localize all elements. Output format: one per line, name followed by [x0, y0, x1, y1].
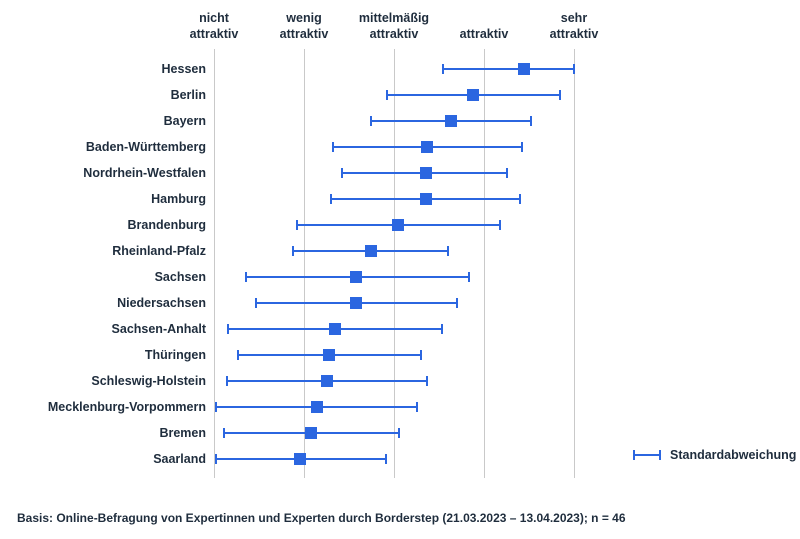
mean-marker — [419, 193, 432, 205]
errorbar-cap-right — [529, 116, 532, 126]
x-tick-label: wenig attraktiv — [279, 11, 329, 41]
mean-marker — [328, 323, 341, 335]
category-label: Baden-Württemberg — [85, 140, 206, 154]
errorbar-cap-right — [519, 194, 521, 204]
errorbar-cap-left — [331, 142, 334, 152]
errorbar-cap-right — [447, 246, 449, 256]
errorbar-cap-right — [397, 428, 400, 438]
gridline — [483, 49, 485, 478]
category-label: Hessen — [161, 62, 206, 76]
mean-marker — [419, 167, 432, 179]
category-label: Brandenburg — [127, 218, 206, 232]
errorbar-cap-left — [385, 90, 388, 100]
errorbar-cap-left — [226, 324, 229, 334]
x-tick-label: sehr attraktiv — [549, 11, 599, 41]
category-label: Bayern — [163, 114, 206, 128]
category-label: Mecklenburg-Vorpommern — [47, 400, 206, 414]
mean-marker — [364, 245, 377, 257]
gridline — [393, 49, 395, 478]
errorbar-cap-left — [369, 116, 372, 126]
errorbar-cap-right — [420, 350, 422, 360]
mean-marker — [391, 219, 404, 231]
category-label: Niedersachsen — [117, 296, 206, 310]
errorbar-cap-right — [384, 454, 387, 464]
mean-marker — [320, 375, 333, 387]
errorbar-cap-left — [330, 194, 332, 204]
errorbar-cap-right — [415, 402, 418, 412]
errorbar-cap-right — [456, 298, 458, 308]
errorbar-cap-right — [499, 220, 502, 230]
errorbar-cap-left — [222, 428, 225, 438]
mean-marker — [517, 63, 530, 75]
category-label: Saarland — [153, 452, 206, 466]
errorbar-cap-right — [520, 142, 523, 152]
mean-marker — [350, 271, 363, 283]
category-label: Hamburg — [151, 192, 206, 206]
category-label: Nordrhein-Westfalen — [83, 166, 206, 180]
errorbar-cap-left — [340, 168, 343, 178]
errorbar-cap-left — [255, 298, 258, 308]
mean-marker — [467, 89, 480, 101]
errorbar-cap-right — [506, 168, 509, 178]
category-label: Sachsen — [154, 270, 206, 284]
errorbar-cap-right — [573, 64, 575, 74]
x-tick-label: attraktiv — [459, 27, 509, 41]
errorbar-cap-right — [440, 324, 443, 334]
errorbar-cap-left — [214, 402, 217, 412]
errorbar-cap-left — [244, 272, 247, 282]
gridline — [573, 49, 575, 478]
mean-marker — [310, 401, 323, 413]
errorbar-cap-left — [237, 350, 240, 360]
x-tick-label: mittelmäßig attraktiv — [358, 11, 430, 41]
errorbar-cap-left — [295, 220, 298, 230]
errorbar-line — [442, 68, 574, 70]
mean-marker — [444, 115, 457, 127]
mean-marker — [350, 297, 363, 309]
category-label: Thüringen — [144, 348, 206, 362]
gridline — [303, 49, 305, 478]
errorbar-cap-right — [467, 272, 470, 282]
category-label: Rheinland-Pfalz — [112, 244, 206, 258]
errorbar-cap-right — [426, 376, 429, 386]
errorbar-cap-left — [292, 246, 295, 256]
errorbar-cap-left — [214, 454, 217, 464]
errorbar-cap-left — [225, 376, 228, 386]
errorbar-icon — [633, 450, 661, 460]
category-label: Schleswig-Holstein — [91, 374, 206, 388]
legend: Standardabweichung — [633, 448, 796, 462]
gridline — [213, 49, 215, 478]
legend-label: Standardabweichung — [670, 448, 797, 462]
errorbar-cap-right — [558, 90, 561, 100]
mean-marker — [305, 427, 318, 439]
mean-marker — [293, 453, 306, 465]
plot-area: nicht attraktiv wenig attraktiv mittelmäßi… — [47, 11, 599, 478]
mean-marker — [323, 349, 336, 361]
category-label: Sachsen-Anhalt — [111, 322, 206, 336]
category-label: Bremen — [159, 426, 206, 440]
mean-marker — [421, 141, 434, 153]
x-tick-label: nicht attraktiv — [189, 11, 239, 41]
category-label: Berlin — [170, 88, 206, 102]
errorbar-cap-left — [441, 64, 444, 74]
source-note: Basis: Online-Befragung von Expertinnen … — [17, 511, 626, 525]
